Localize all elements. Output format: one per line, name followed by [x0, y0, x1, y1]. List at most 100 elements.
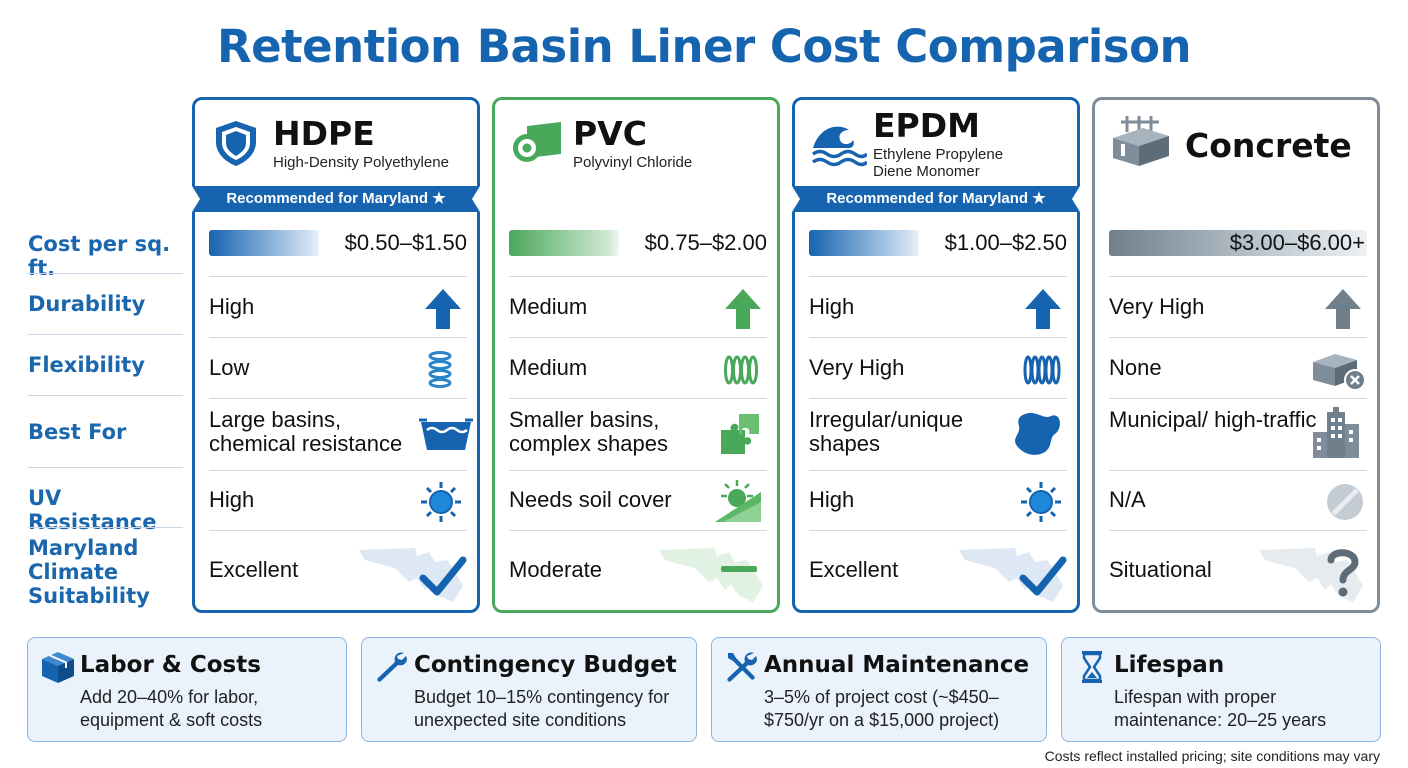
info-card-lifespan: Lifespan Lifespan with proper maintenanc…	[1061, 637, 1381, 742]
info-card-title: Contingency Budget	[414, 652, 677, 678]
best-for-value: Large basins, chemical resistance	[209, 407, 403, 456]
uv-cell: N/A	[1109, 478, 1367, 526]
info-card-labor: Labor & Costs Add 20–40% for labor, equi…	[27, 637, 347, 742]
uv-cell: Needs soil cover	[509, 478, 767, 526]
cost-bar	[809, 230, 919, 256]
row-label-cost: Cost per sq. ft.	[28, 232, 171, 280]
info-card-body: 3–5% of project cost (~$450–$750/yr on a…	[764, 687, 1000, 730]
liner-card-concrete: Concrete $3.00–$6.00+ Very High None Mun…	[1092, 97, 1380, 613]
maryland-value: Excellent	[809, 557, 899, 582]
maryland-value: Excellent	[209, 557, 299, 582]
divider	[809, 276, 1067, 277]
divider	[28, 527, 183, 528]
sun-soil-icon	[715, 480, 761, 522]
liner-subtitle: High-Density Polyethylene	[273, 154, 449, 171]
uv-value: High	[809, 487, 855, 512]
cost-bar	[209, 230, 319, 256]
durability-cell: Very High	[1109, 285, 1367, 333]
divider	[809, 470, 1067, 471]
uv-cell: High	[809, 478, 1067, 526]
coil-icon	[724, 355, 758, 385]
flexibility-cell: Very High	[809, 346, 1067, 394]
maryland-cell: Situational	[1109, 538, 1367, 606]
divider	[28, 395, 183, 396]
wrench-icon	[377, 652, 407, 682]
liner-name: HDPE	[273, 114, 375, 153]
durability-value: High	[809, 294, 855, 319]
divider	[1109, 398, 1367, 399]
row-label-durability: Durability	[28, 292, 146, 316]
liner-card-hdpe: HDPE High-Density Polyethylene Recommend…	[192, 97, 480, 613]
cost-value: $0.50–$1.50	[344, 230, 467, 255]
divider	[209, 337, 467, 338]
spring-icon	[428, 351, 452, 388]
hourglass-icon	[1082, 651, 1102, 683]
recommended-banner: Recommended for Maryland ★	[192, 186, 480, 212]
cost-bar	[509, 230, 619, 256]
divider	[209, 530, 467, 531]
info-card-title: Lifespan	[1114, 652, 1225, 678]
sun-icon	[421, 482, 461, 522]
cost-cell: $1.00–$2.50	[809, 230, 1067, 260]
page-title: Retention Basin Liner Cost Comparison	[216, 20, 1192, 73]
divider	[209, 470, 467, 471]
durability-value: Medium	[509, 294, 588, 319]
arrow-up-icon	[1325, 289, 1361, 329]
divider	[28, 273, 183, 274]
divider	[509, 276, 767, 277]
divider	[509, 337, 767, 338]
best-for-cell: Smaller basins, complex shapes	[509, 406, 767, 468]
divider	[1109, 470, 1367, 471]
uv-value: High	[209, 487, 255, 512]
info-card-title: Annual Maintenance	[764, 652, 1030, 678]
flexibility-value: None	[1109, 355, 1162, 380]
cost-value: $0.75–$2.00	[644, 230, 767, 255]
shield-icon	[216, 121, 256, 166]
best-for-value: Irregular/unique shapes	[809, 407, 964, 456]
not-applicable-icon	[1327, 484, 1363, 520]
divider	[28, 334, 183, 335]
divider	[509, 398, 767, 399]
wave-icon	[811, 126, 867, 167]
rigid-block-icon	[1313, 354, 1366, 391]
info-card-title: Labor & Costs	[80, 652, 261, 678]
liner-name: EPDM	[873, 106, 980, 145]
liner-subtitle: Ethylene Propylene Diene Monomer	[873, 146, 1004, 180]
box-icon	[42, 652, 74, 683]
divider	[1109, 337, 1367, 338]
cost-value: $1.00–$2.50	[944, 230, 1067, 255]
puzzle-icon	[721, 414, 759, 454]
divider	[809, 337, 1067, 338]
concrete-block-icon	[1113, 116, 1169, 166]
arrow-up-icon	[725, 289, 761, 329]
row-label-flexibility: Flexibility	[28, 353, 145, 377]
info-card-body: Budget 10–15% contingency for unexpected…	[414, 687, 670, 730]
liner-card-pvc: PVC Polyvinyl Chloride $0.75–$2.00 Mediu…	[492, 97, 780, 613]
flexibility-cell: Medium	[509, 346, 767, 394]
divider	[28, 467, 183, 468]
arrow-up-icon	[1025, 289, 1061, 329]
maryland-cell: Excellent	[209, 538, 467, 606]
info-card-maintenance: Annual Maintenance 3–5% of project cost …	[711, 637, 1047, 742]
maryland-cell: Moderate	[509, 538, 767, 606]
info-card-contingency: Contingency Budget Budget 10–15% conting…	[361, 637, 697, 742]
basin-icon	[419, 418, 473, 450]
durability-value: High	[209, 294, 255, 319]
flexibility-cell: None	[1109, 346, 1367, 394]
sun-icon	[1021, 482, 1061, 522]
durability-cell: High	[809, 285, 1067, 333]
row-label-best-for: Best For	[28, 420, 127, 444]
durability-cell: Medium	[509, 285, 767, 333]
divider	[1109, 276, 1367, 277]
blob-shape-icon	[1015, 413, 1060, 455]
tools-icon	[727, 652, 757, 682]
divider	[1109, 530, 1367, 531]
arrow-up-icon	[425, 289, 461, 329]
divider	[809, 398, 1067, 399]
flexibility-value: Very High	[809, 355, 905, 380]
best-for-cell: Irregular/unique shapes	[809, 406, 1067, 468]
divider	[209, 276, 467, 277]
liner-name: PVC	[573, 114, 647, 153]
maryland-map-check-icon	[959, 548, 1067, 602]
maryland-value: Situational	[1109, 557, 1212, 582]
